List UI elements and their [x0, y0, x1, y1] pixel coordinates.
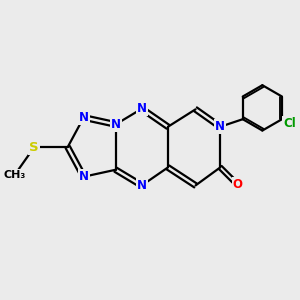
Text: N: N — [79, 170, 89, 183]
Text: CH₃: CH₃ — [4, 170, 26, 180]
Text: N: N — [137, 179, 147, 192]
Text: N: N — [137, 102, 147, 115]
Text: O: O — [233, 178, 243, 191]
Text: N: N — [111, 118, 121, 131]
Text: N: N — [215, 120, 225, 133]
Text: S: S — [29, 141, 39, 154]
Text: N: N — [79, 111, 89, 124]
Text: Cl: Cl — [283, 117, 296, 130]
